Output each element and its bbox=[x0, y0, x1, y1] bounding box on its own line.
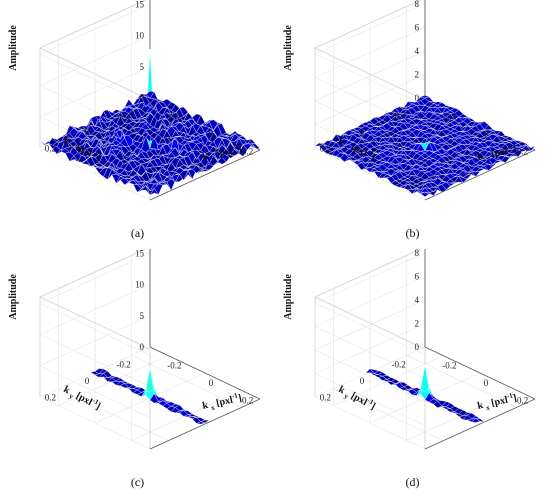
kx-tick-label: 0.2 bbox=[242, 146, 253, 156]
z-tick-label: 2 bbox=[415, 318, 420, 328]
ky-axis-line bbox=[149, 346, 261, 400]
z-axis-label: Amplitude bbox=[8, 25, 19, 71]
z-tick-label: 0 bbox=[140, 342, 145, 352]
surface-cell bbox=[200, 419, 210, 424]
kx-axis-line bbox=[424, 398, 536, 450]
ky-tick-label: 0 bbox=[85, 376, 90, 386]
floor-grid-line bbox=[333, 388, 444, 441]
kx-tick-label: 0.2 bbox=[517, 395, 528, 405]
ky-tick-label: 0.2 bbox=[45, 393, 56, 403]
kx-tick-label: 0 bbox=[484, 378, 489, 388]
kx-tick-label: -0.2 bbox=[442, 112, 456, 122]
kx-tick-label: -0.2 bbox=[167, 361, 181, 371]
kx-tick-label: 0 bbox=[209, 129, 214, 139]
floor-grid-line bbox=[58, 388, 169, 441]
ky-tick-label: 0 bbox=[360, 127, 365, 137]
z-tick-label: 10 bbox=[135, 31, 145, 41]
surface-2 bbox=[90, 367, 210, 425]
panel-a-label: (a) bbox=[130, 226, 145, 240]
z-tick-label: 0 bbox=[415, 93, 420, 103]
z-tick-label: 8 bbox=[415, 0, 420, 9]
kx-axis-line bbox=[149, 398, 261, 450]
z-tick-label: 5 bbox=[140, 62, 145, 72]
z-tick-label: 15 bbox=[135, 249, 145, 258]
ky-tick-label: -0.2 bbox=[117, 359, 131, 369]
ky-axis-label: k y [pxl-1] bbox=[336, 382, 378, 414]
panel-c-label: (c) bbox=[130, 475, 145, 489]
kx-tick-label: 0.2 bbox=[242, 395, 253, 405]
z-tick-label: 8 bbox=[415, 249, 420, 258]
surface-cell bbox=[420, 364, 430, 393]
z-tick-label: 2 bbox=[415, 69, 420, 79]
surface-1 bbox=[314, 95, 536, 198]
surface-3 bbox=[365, 364, 485, 423]
z-tick-label: 0 bbox=[415, 342, 420, 352]
panel-d-label: (d) bbox=[405, 475, 420, 489]
z-tick-label: 15 bbox=[135, 0, 145, 9]
z-tick-label: 6 bbox=[415, 271, 420, 281]
z-axis-label: Amplitude bbox=[283, 25, 294, 71]
ky-tick-label: -0.2 bbox=[117, 110, 131, 120]
ky-axis-label: k y [pxl-1] bbox=[61, 382, 103, 414]
ky-tick-label: 0 bbox=[360, 376, 365, 386]
z-axis-label: Amplitude bbox=[283, 274, 294, 320]
surface-cell bbox=[251, 142, 261, 150]
panel-b-label: (b) bbox=[405, 226, 420, 240]
z-tick-label: 10 bbox=[135, 280, 145, 290]
surface-cell bbox=[526, 145, 536, 152]
kx-tick-label: 0.2 bbox=[517, 146, 528, 156]
kx-axis-label: k x [pxl-1] bbox=[476, 391, 518, 414]
ky-tick-label: 0.2 bbox=[320, 393, 331, 403]
kx-tick-label: 0 bbox=[484, 129, 489, 139]
axes-box-2 bbox=[39, 249, 261, 450]
surface-cell bbox=[145, 367, 155, 393]
ky-tick-label: -0.2 bbox=[392, 359, 406, 369]
kx-tick-label: 0 bbox=[209, 378, 214, 388]
z-tick-label: 6 bbox=[415, 22, 420, 32]
kx-axis-line bbox=[149, 149, 261, 201]
ky-tick-label: 0 bbox=[85, 127, 90, 137]
axes-box-3 bbox=[314, 249, 536, 450]
surface-0 bbox=[39, 49, 261, 196]
z-tick-label: 4 bbox=[415, 295, 420, 305]
ky-tick-label: 0.2 bbox=[320, 144, 331, 154]
ky-axis-line bbox=[424, 346, 536, 400]
kx-tick-label: -0.2 bbox=[167, 112, 181, 122]
ky-tick-label: 0.2 bbox=[45, 144, 56, 154]
kx-axis-label: k x [pxl-1] bbox=[201, 391, 243, 414]
z-tick-label: 4 bbox=[415, 46, 420, 56]
z-axis-label: Amplitude bbox=[8, 274, 19, 320]
surface-cell bbox=[475, 418, 485, 423]
kx-tick-label: -0.2 bbox=[442, 361, 456, 371]
z-tick-label: 5 bbox=[140, 311, 145, 321]
z-tick-label: 0 bbox=[140, 93, 145, 103]
ky-tick-label: -0.2 bbox=[392, 110, 406, 120]
